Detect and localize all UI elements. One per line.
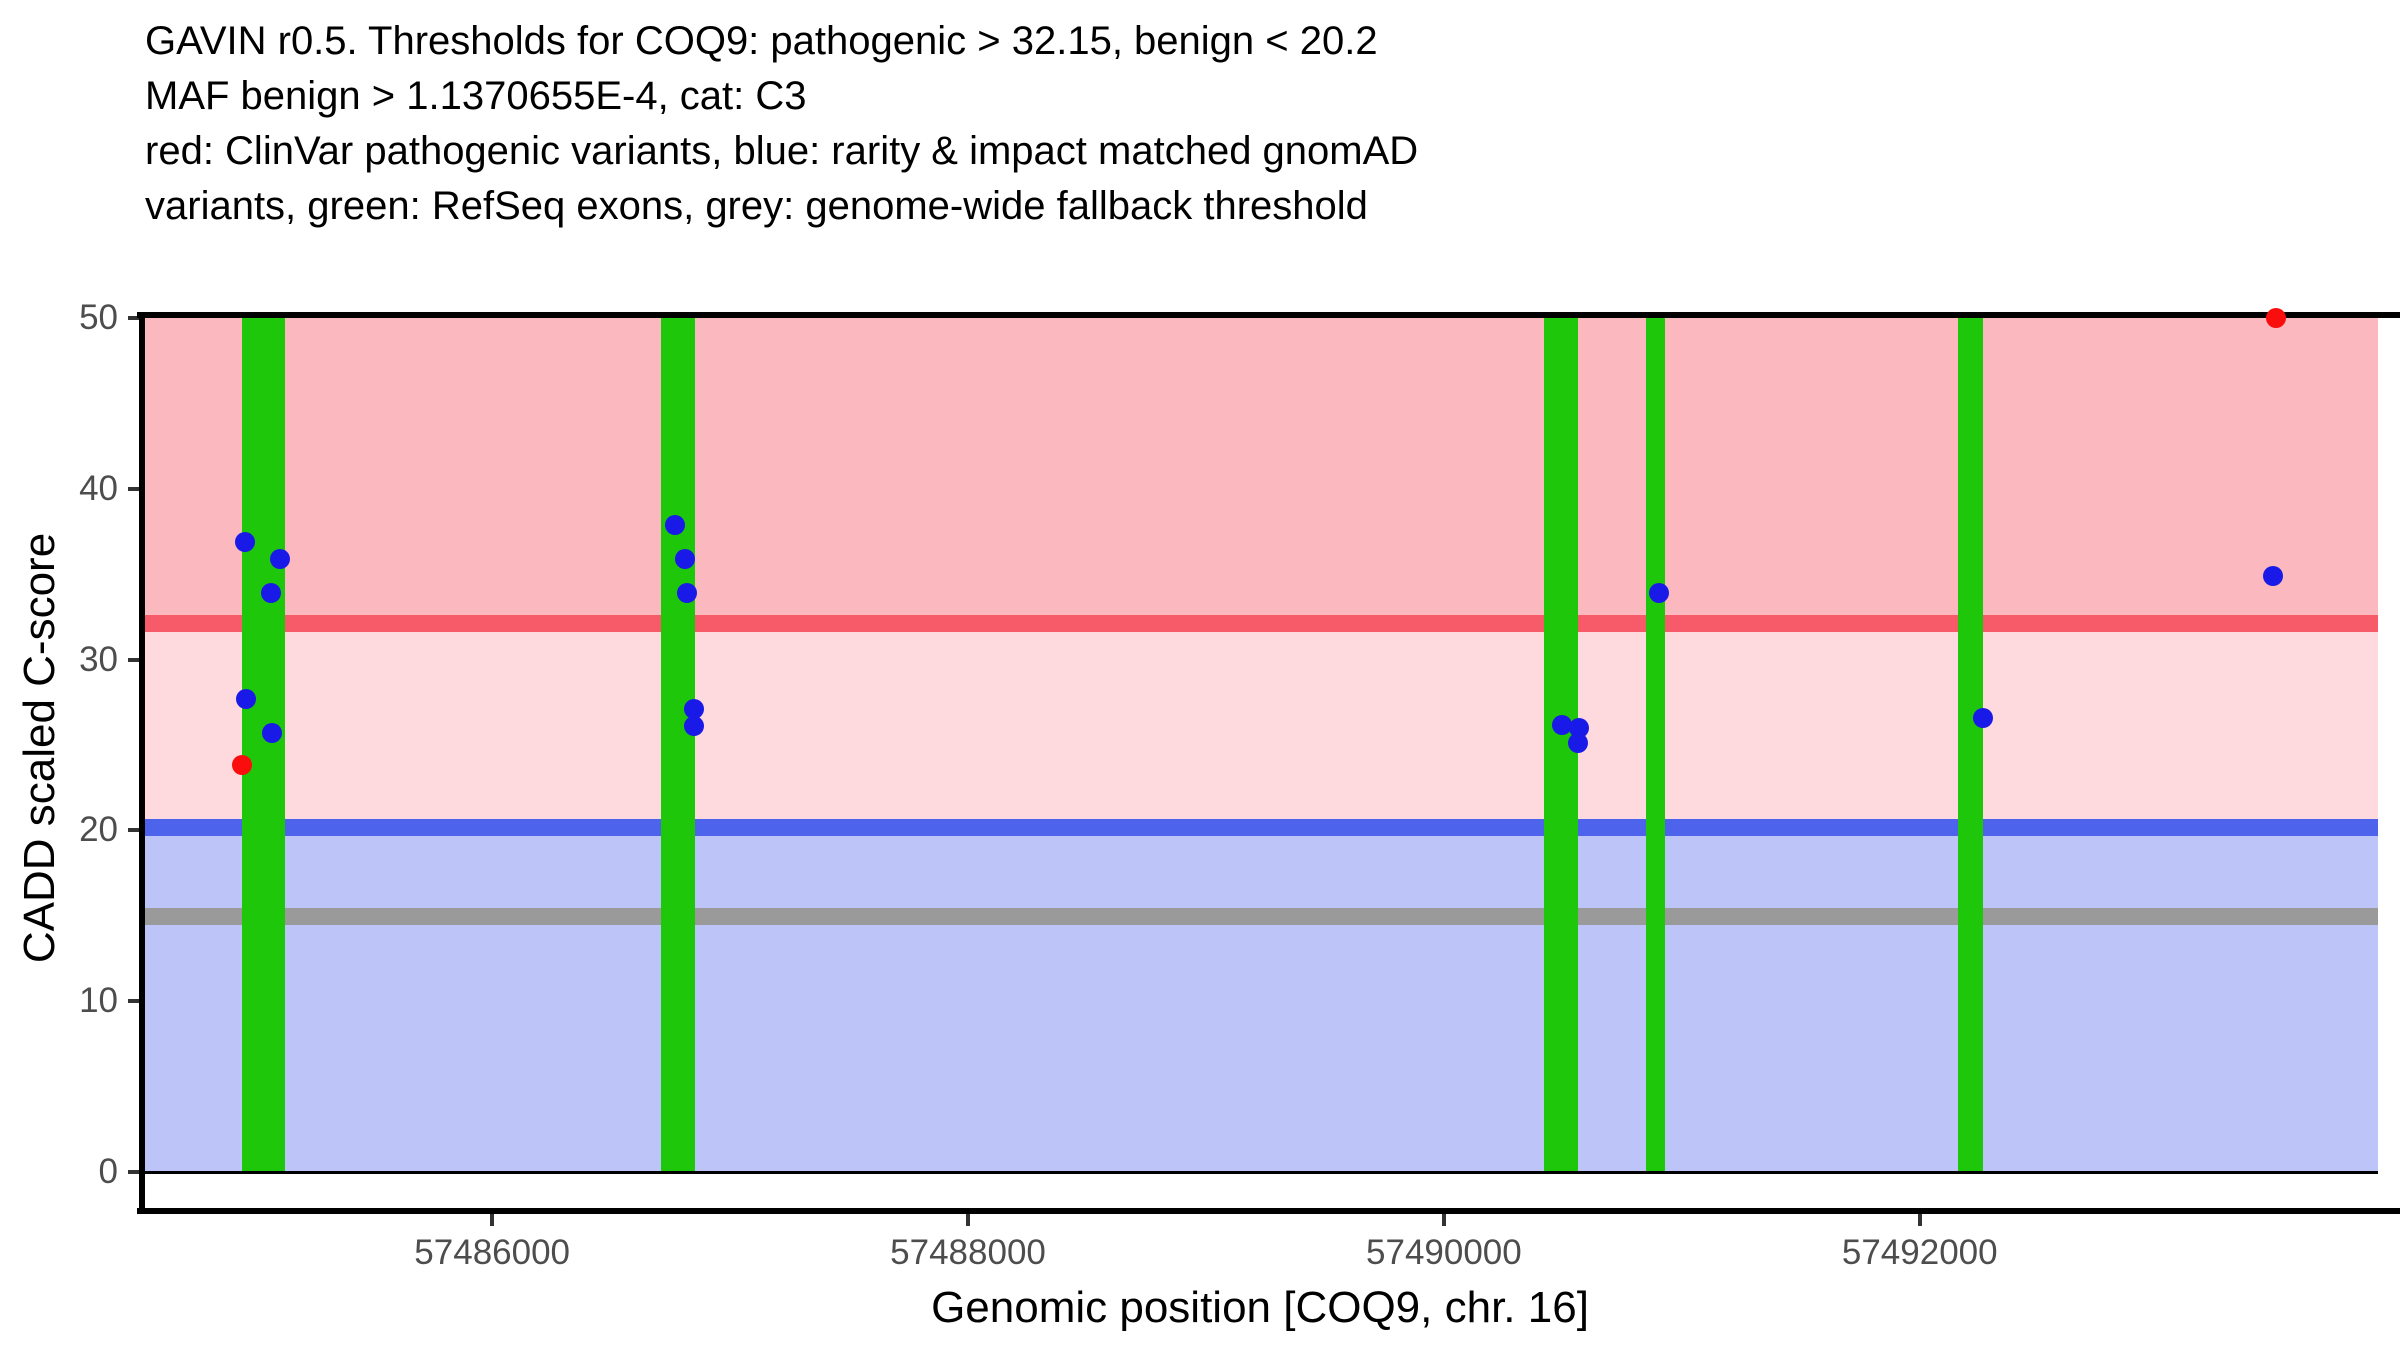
y-axis-tick-label: 50 (79, 298, 118, 337)
y-axis-tick (128, 486, 139, 491)
data-point-gnomad (1568, 717, 1589, 738)
data-point-gnomad (261, 723, 282, 744)
y-axis-tick-label: 0 (98, 1152, 118, 1191)
x-axis-tick-label: 57486000 (414, 1233, 571, 1272)
data-point-gnomad (235, 688, 256, 709)
y-axis-line (139, 312, 145, 1214)
data-point-clinvar (2265, 308, 2286, 328)
x-axis-tick (490, 1214, 495, 1226)
x-axis-tick-label: 57488000 (890, 1233, 1046, 1272)
y-axis-title: CADD scaled C-score (15, 532, 64, 964)
y-axis-tick (128, 1170, 139, 1174)
y-axis-tick-label: 40 (79, 468, 118, 508)
data-point-gnomad (1972, 707, 1993, 728)
data-point-gnomad (260, 582, 281, 603)
refseq-exon-bar (661, 318, 696, 1172)
y-axis-tick-label: 20 (79, 810, 118, 850)
plot-title-line-2: MAF benign > 1.1370655E-4, cat: C3 (145, 74, 807, 118)
data-point-clinvar (231, 755, 252, 776)
data-point-gnomad (665, 514, 686, 535)
data-point-gnomad (677, 582, 698, 603)
x-axis-tick-label: 57490000 (1366, 1233, 1522, 1272)
data-point-gnomad (1648, 582, 1669, 603)
x-axis-tick (966, 1214, 971, 1226)
data-point-gnomad (684, 699, 705, 720)
plot-title-line-1: GAVIN r0.5. Thresholds for COQ9: pathoge… (145, 19, 1378, 63)
x-axis-tick (1917, 1214, 1922, 1226)
y-axis-tick (128, 999, 139, 1004)
panel-border-bottom (137, 1208, 2400, 1214)
data-point-gnomad (1567, 733, 1588, 754)
x-axis-tick (1441, 1214, 1446, 1226)
fallback-threshold-line (141, 907, 2378, 925)
refseq-exon-bar (1645, 318, 1665, 1172)
plot-panel (141, 308, 2378, 1174)
data-point-gnomad (2262, 565, 2283, 586)
plot-title-line-4: variants, green: RefSeq exons, grey: gen… (145, 184, 1368, 228)
refseq-exon-bar (242, 318, 285, 1172)
refseq-exon-bar (1957, 318, 1983, 1172)
y-axis-tick (128, 316, 139, 320)
data-point-gnomad (684, 716, 705, 737)
zero-baseline (141, 1171, 2378, 1174)
plot-title-line-3: red: ClinVar pathogenic variants, blue: … (145, 129, 1419, 173)
data-point-gnomad (235, 531, 256, 552)
panel-border-top (137, 312, 2400, 318)
data-point-gnomad (269, 548, 290, 569)
x-axis-tick-label: 57492000 (1841, 1233, 1998, 1272)
data-point-gnomad (675, 548, 696, 569)
pathogenic-threshold-line (141, 614, 2378, 632)
benign-zone (141, 826, 2378, 1172)
benign-threshold-line (141, 818, 2378, 836)
x-axis-title: Genomic position [COQ9, chr. 16] (931, 1283, 1589, 1332)
data-point-gnomad (1551, 714, 1572, 735)
pathogenic-zone (141, 318, 2378, 623)
y-axis-tick-label: 30 (79, 639, 118, 679)
vus-zone (141, 622, 2378, 827)
y-axis-tick (128, 657, 139, 662)
plot-title: GAVIN r0.5. Thresholds for COQ9: pathoge… (145, 14, 1418, 234)
y-axis-tick (128, 828, 139, 833)
y-axis-tick-label: 10 (79, 981, 118, 1021)
